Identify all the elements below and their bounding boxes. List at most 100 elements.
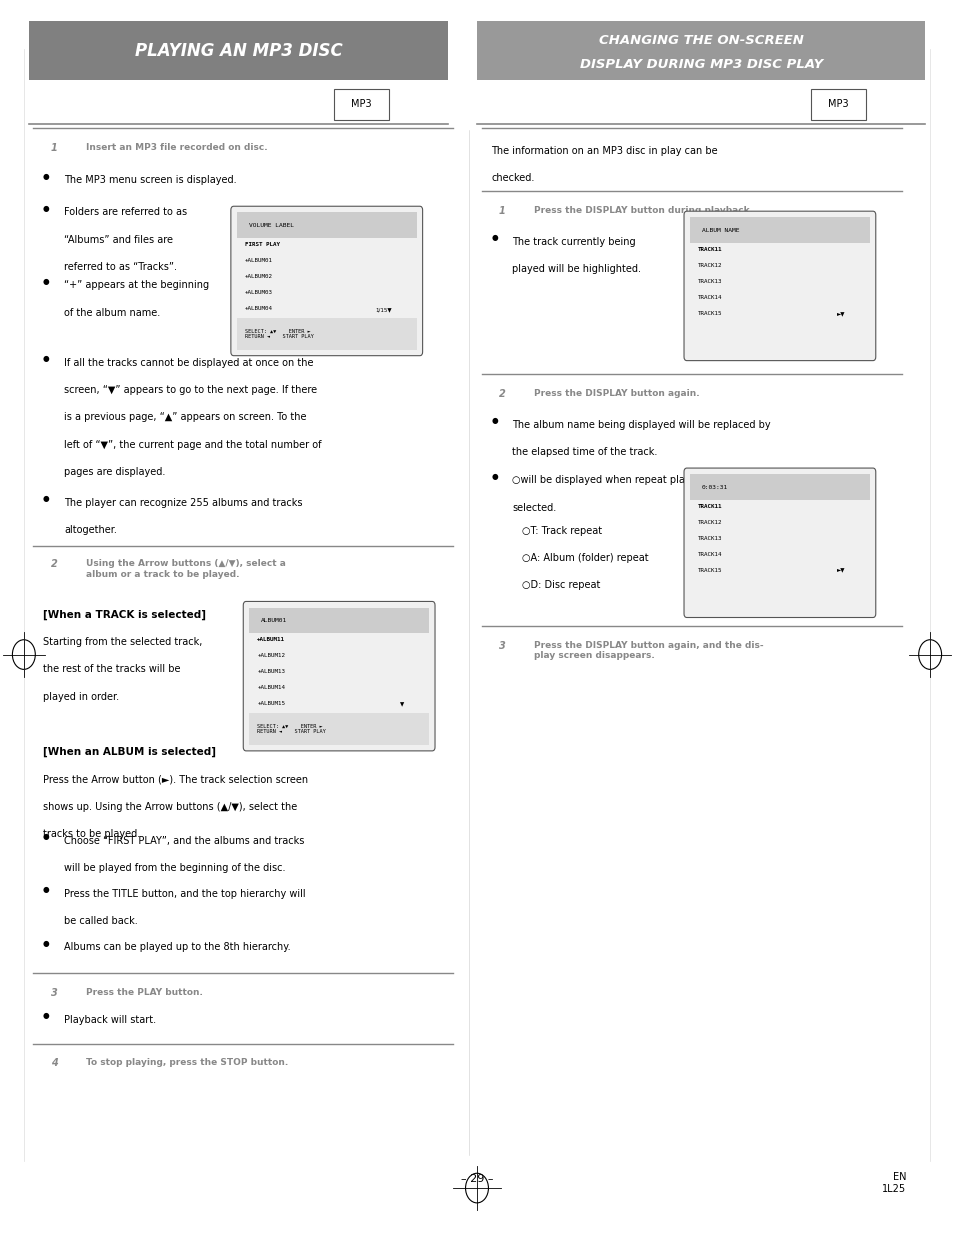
Text: ●: ● [491, 416, 497, 425]
Text: left of “▼”, the current page and the total number of: left of “▼”, the current page and the to… [64, 440, 321, 450]
Text: checked.: checked. [491, 173, 534, 183]
Text: ○A: Album (folder) repeat: ○A: Album (folder) repeat [521, 553, 648, 563]
Text: Press the DISPLAY button during playback.: Press the DISPLAY button during playback… [534, 206, 753, 215]
Bar [249, 714, 429, 745]
Text: The information on an MP3 disc in play can be: The information on an MP3 disc in play c… [491, 146, 718, 156]
Text: +ALBUM12: +ALBUM12 [257, 653, 285, 658]
Text: VOLUME LABEL: VOLUME LABEL [249, 222, 294, 227]
Text: “Albums” and files are: “Albums” and files are [64, 235, 172, 245]
Text: referred to as “Tracks”.: referred to as “Tracks”. [64, 262, 176, 272]
Text: ●: ● [43, 204, 50, 212]
Text: TRACK15: TRACK15 [698, 568, 721, 573]
Text: 4: 4 [51, 1058, 57, 1068]
Text: If all the tracks cannot be displayed at once on the: If all the tracks cannot be displayed at… [64, 358, 314, 368]
Text: altogether.: altogether. [64, 525, 116, 535]
Text: TRACK13: TRACK13 [698, 536, 721, 541]
Text: Insert an MP3 file recorded on disc.: Insert an MP3 file recorded on disc. [86, 143, 267, 152]
Text: shows up. Using the Arrow buttons (▲/▼), select the: shows up. Using the Arrow buttons (▲/▼),… [43, 802, 297, 811]
Text: Press the PLAY button.: Press the PLAY button. [86, 988, 203, 997]
Text: FIRST PLAY: FIRST PLAY [245, 242, 279, 247]
Text: tracks to be played.: tracks to be played. [43, 829, 140, 839]
FancyBboxPatch shape [243, 601, 435, 751]
Text: the elapsed time of the track.: the elapsed time of the track. [512, 447, 657, 457]
Text: +ALBUM15: +ALBUM15 [257, 701, 285, 706]
Text: TRACK11: TRACK11 [698, 247, 721, 252]
Text: Playback will start.: Playback will start. [64, 1015, 156, 1025]
Text: Press the DISPLAY button again, and the dis-
play screen disappears.: Press the DISPLAY button again, and the … [534, 641, 763, 661]
Text: be called back.: be called back. [64, 916, 137, 926]
Bar [334, 89, 389, 120]
Text: Choose “FIRST PLAY”, and the albums and tracks: Choose “FIRST PLAY”, and the albums and … [64, 836, 304, 846]
Text: Using the Arrow buttons (▲/▼), select a
album or a track to be played.: Using the Arrow buttons (▲/▼), select a … [86, 559, 286, 579]
Text: CHANGING THE ON-SCREEN: CHANGING THE ON-SCREEN [598, 35, 802, 47]
Text: [When an ALBUM is selected]: [When an ALBUM is selected] [43, 747, 215, 757]
Text: ●: ● [43, 1011, 50, 1020]
Text: is a previous page, “▲” appears on screen. To the: is a previous page, “▲” appears on scree… [64, 412, 306, 422]
Text: +ALBUM11: +ALBUM11 [257, 637, 285, 642]
Text: screen, “▼” appears to go to the next page. If there: screen, “▼” appears to go to the next pa… [64, 385, 316, 395]
FancyBboxPatch shape [683, 211, 875, 361]
Text: 3: 3 [498, 641, 505, 651]
Bar [810, 89, 865, 120]
Text: +ALBUM01: +ALBUM01 [245, 258, 273, 263]
Text: EN
1L25: EN 1L25 [882, 1172, 905, 1194]
Text: TRACK11: TRACK11 [698, 504, 721, 509]
Text: ●: ● [43, 939, 50, 947]
Text: DISPLAY DURING MP3 DISC PLAY: DISPLAY DURING MP3 DISC PLAY [579, 58, 821, 70]
Text: “+” appears at the beginning: “+” appears at the beginning [64, 280, 209, 290]
Text: [When a TRACK is selected]: [When a TRACK is selected] [43, 610, 206, 620]
Text: – 29 –: – 29 – [460, 1174, 493, 1184]
Text: MP3: MP3 [351, 99, 372, 109]
FancyBboxPatch shape [683, 468, 875, 618]
Text: ●: ● [43, 832, 50, 841]
Text: 1: 1 [51, 143, 57, 153]
Text: pages are displayed.: pages are displayed. [64, 467, 165, 477]
Bar [236, 212, 416, 238]
Bar [476, 21, 924, 80]
Text: ●: ● [43, 277, 50, 285]
Bar [236, 319, 416, 350]
Text: ○D: Disc repeat: ○D: Disc repeat [521, 580, 599, 590]
Text: played will be highlighted.: played will be highlighted. [512, 264, 640, 274]
Text: The album name being displayed will be replaced by: The album name being displayed will be r… [512, 420, 770, 430]
Text: PLAYING AN MP3 DISC: PLAYING AN MP3 DISC [134, 42, 342, 59]
Bar [29, 21, 448, 80]
Text: Press the DISPLAY button again.: Press the DISPLAY button again. [534, 389, 700, 398]
Text: 2: 2 [498, 389, 505, 399]
FancyBboxPatch shape [231, 206, 422, 356]
Text: ●: ● [43, 494, 50, 503]
Text: ●: ● [491, 472, 497, 480]
Text: ●: ● [491, 233, 497, 242]
Text: TRACK13: TRACK13 [698, 279, 721, 284]
Text: TRACK14: TRACK14 [698, 552, 721, 557]
Text: ○T: Track repeat: ○T: Track repeat [521, 526, 601, 536]
Text: +ALBUM13: +ALBUM13 [257, 669, 285, 674]
Text: ○will be displayed when repeat play has been: ○will be displayed when repeat play has … [512, 475, 739, 485]
Text: ▼: ▼ [399, 701, 404, 708]
Text: Folders are referred to as: Folders are referred to as [64, 207, 187, 217]
Text: SELECT: ▲▼    ENTER ►
RETURN ◄    START PLAY: SELECT: ▲▼ ENTER ► RETURN ◄ START PLAY [245, 329, 314, 340]
Text: 1: 1 [498, 206, 505, 216]
Bar [689, 474, 869, 500]
Text: +ALBUM14: +ALBUM14 [257, 685, 285, 690]
Text: Albums can be played up to the 8th hierarchy.: Albums can be played up to the 8th hiera… [64, 942, 291, 952]
Text: will be played from the beginning of the disc.: will be played from the beginning of the… [64, 863, 285, 873]
Bar [249, 608, 429, 634]
Text: TRACK12: TRACK12 [698, 520, 721, 525]
Text: ●: ● [43, 885, 50, 894]
Text: To stop playing, press the STOP button.: To stop playing, press the STOP button. [86, 1058, 288, 1067]
Text: The MP3 menu screen is displayed.: The MP3 menu screen is displayed. [64, 175, 236, 185]
Text: 3: 3 [51, 988, 57, 998]
Text: Press the TITLE button, and the top hierarchy will: Press the TITLE button, and the top hier… [64, 889, 305, 899]
Text: TRACK14: TRACK14 [698, 295, 721, 300]
Text: TRACK15: TRACK15 [698, 311, 721, 316]
Text: +ALBUM04: +ALBUM04 [245, 306, 273, 311]
Text: MP3: MP3 [827, 99, 848, 109]
Text: played in order.: played in order. [43, 692, 119, 701]
Text: ALBUM01: ALBUM01 [261, 618, 287, 622]
Text: ●: ● [43, 354, 50, 363]
Text: SELECT: ▲▼    ENTER ►
RETURN ◄    START PLAY: SELECT: ▲▼ ENTER ► RETURN ◄ START PLAY [257, 724, 326, 735]
Text: 0:03:31: 0:03:31 [701, 484, 727, 489]
Text: selected.: selected. [512, 503, 556, 513]
Text: The player can recognize 255 albums and tracks: The player can recognize 255 albums and … [64, 498, 302, 508]
